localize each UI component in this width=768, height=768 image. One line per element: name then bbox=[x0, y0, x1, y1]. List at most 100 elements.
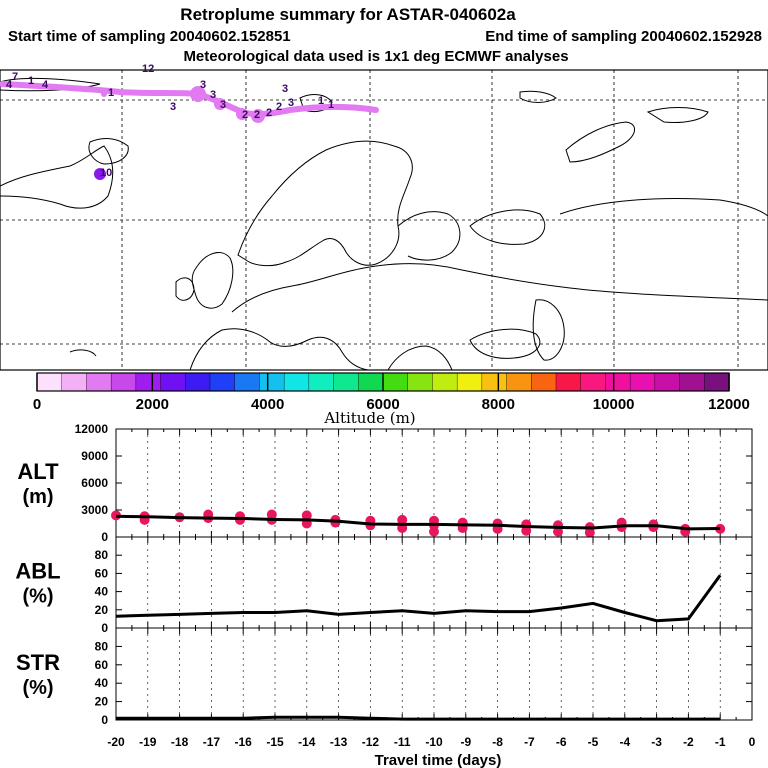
colorbar-tick-label: 4000 bbox=[251, 396, 284, 413]
x-tick-label: -12 bbox=[362, 735, 380, 749]
plume-label: 2 bbox=[242, 109, 248, 121]
altitude-colorbar: 0 2000 4000 6000 8000 10000 12000 Altitude (m) bbox=[33, 372, 750, 427]
altitude-marker bbox=[397, 514, 408, 525]
europe-north-coast bbox=[231, 263, 768, 313]
plume-label: 3 bbox=[288, 97, 294, 109]
colorbar-cell bbox=[61, 372, 88, 392]
altitude-marker bbox=[429, 526, 439, 537]
colorbar-tick-label: 6000 bbox=[366, 396, 399, 413]
altitude-marker bbox=[584, 527, 595, 538]
plume-label: 7 bbox=[12, 71, 18, 83]
colorbar-cell bbox=[531, 372, 557, 392]
start-time: Start time of sampling 20040602.152851 bbox=[8, 28, 291, 45]
y-axis-label: ABL bbox=[15, 559, 60, 584]
x-tick-label: -8 bbox=[492, 735, 503, 749]
novaya-zemlya-coast bbox=[565, 121, 635, 163]
colorbar-label: Altitude (m) bbox=[323, 409, 415, 427]
x-tick-labels: -20 -19 -18 -17 -16 -15 -14 -13 -12 -11 -10 -9 -8 -7-… bbox=[107, 735, 755, 749]
panel-alt: 0 3000 6000 9000 12000 ALT(m) bbox=[17, 422, 753, 544]
plume-path bbox=[0, 81, 379, 118]
plume-label: 2 bbox=[276, 101, 282, 113]
siberia-coast bbox=[559, 198, 768, 217]
x-tick-label: -6 bbox=[556, 735, 567, 749]
colorbar-cell bbox=[456, 372, 483, 392]
colorbar-cell bbox=[654, 372, 681, 392]
arctic-island-east bbox=[646, 107, 709, 123]
colorbar-ticks: 0 2000 4000 6000 8000 10000 12000 bbox=[33, 373, 750, 413]
panel-abl: 0 20 40 60 80 ABL(%) bbox=[15, 536, 753, 635]
colorbar-cell bbox=[308, 372, 335, 392]
plume-label: 3 bbox=[210, 89, 216, 101]
x-tick-label: 0 bbox=[749, 735, 756, 749]
x-tick-label: -2 bbox=[683, 735, 694, 749]
plume-label: 1 bbox=[318, 95, 324, 107]
colorbar-cell bbox=[36, 372, 63, 392]
plume-blobs bbox=[94, 86, 265, 180]
x-tick-label: -4 bbox=[619, 735, 630, 749]
y-tick-label: 0 bbox=[101, 713, 108, 727]
y-tick-label: 80 bbox=[95, 639, 109, 653]
caspian-sea bbox=[532, 299, 565, 361]
plume-blob bbox=[214, 98, 226, 110]
europe-south-coast bbox=[189, 328, 369, 370]
panel-str: 0 20 40 60 80 STR(%) bbox=[16, 627, 753, 727]
plume-label: 2 bbox=[266, 107, 272, 119]
baltic-coast bbox=[397, 211, 461, 261]
y-tick-label: 3000 bbox=[81, 503, 108, 517]
x-tick-label: -1 bbox=[715, 735, 726, 749]
x-tick-label: -18 bbox=[171, 735, 189, 749]
colorbar-cell bbox=[86, 372, 112, 392]
plume-blob bbox=[236, 108, 248, 120]
colorbar-cell bbox=[259, 372, 285, 392]
colorbar-cell bbox=[283, 372, 310, 392]
y-axis-unit: (%) bbox=[22, 677, 53, 699]
plume-label: 1 bbox=[28, 75, 34, 87]
plume-label: 12 bbox=[142, 63, 154, 75]
coastlines bbox=[0, 77, 768, 370]
y-tick-label: 12000 bbox=[75, 422, 109, 436]
x-tick-label: -5 bbox=[588, 735, 599, 749]
ireland-coast bbox=[175, 277, 195, 301]
series-line bbox=[115, 574, 722, 623]
altitude-marker bbox=[521, 525, 532, 536]
x-tick-label: -13 bbox=[330, 735, 348, 749]
x-tick-label: -16 bbox=[235, 735, 253, 749]
kola-coast bbox=[469, 209, 546, 245]
y-tick-label: 0 bbox=[101, 621, 108, 635]
x-tick-label: -15 bbox=[266, 735, 284, 749]
plume-blob bbox=[251, 109, 265, 123]
svalbard-coast bbox=[299, 94, 333, 113]
y-tick-label: 60 bbox=[95, 566, 109, 580]
plume-blob bbox=[94, 168, 106, 180]
met-data-note: Meteorological data used is 1x1 deg ECMW… bbox=[183, 48, 568, 65]
altitude-marker bbox=[301, 510, 312, 521]
colorbar-cell bbox=[481, 372, 508, 392]
colorbar-cell bbox=[580, 372, 607, 392]
y-tick-label: 20 bbox=[95, 603, 109, 617]
time-series-panels: 030006000900012000ALT(m)020406080ABL(%)0… bbox=[15, 422, 755, 749]
y-tick-label: 40 bbox=[95, 585, 109, 599]
altitude-marker bbox=[553, 526, 564, 537]
x-tick-label: -3 bbox=[651, 735, 662, 749]
colorbar-cell bbox=[679, 372, 705, 392]
y-axis-unit: (m) bbox=[22, 486, 53, 508]
colorbar-cell bbox=[185, 372, 211, 392]
plume-label: 3 bbox=[220, 99, 226, 111]
y-axis-unit: (%) bbox=[22, 586, 53, 608]
iceland-coast bbox=[88, 138, 129, 165]
x-tick-label: -11 bbox=[394, 735, 411, 749]
balkan-coast bbox=[387, 345, 453, 370]
plume-label: 1 bbox=[328, 99, 334, 111]
y-tick-label: 40 bbox=[95, 676, 109, 690]
x-tick-label: -14 bbox=[298, 735, 316, 749]
figure-title: Retroplume summary for ASTAR-040602a bbox=[180, 5, 516, 24]
colorbar-tick-label: 10000 bbox=[593, 396, 635, 413]
colorbar-cell bbox=[704, 372, 730, 392]
greenland-coast bbox=[0, 145, 114, 209]
plume-label: 3 bbox=[200, 79, 206, 91]
colorbar-cell bbox=[333, 372, 359, 392]
y-tick-label: 0 bbox=[101, 530, 108, 544]
